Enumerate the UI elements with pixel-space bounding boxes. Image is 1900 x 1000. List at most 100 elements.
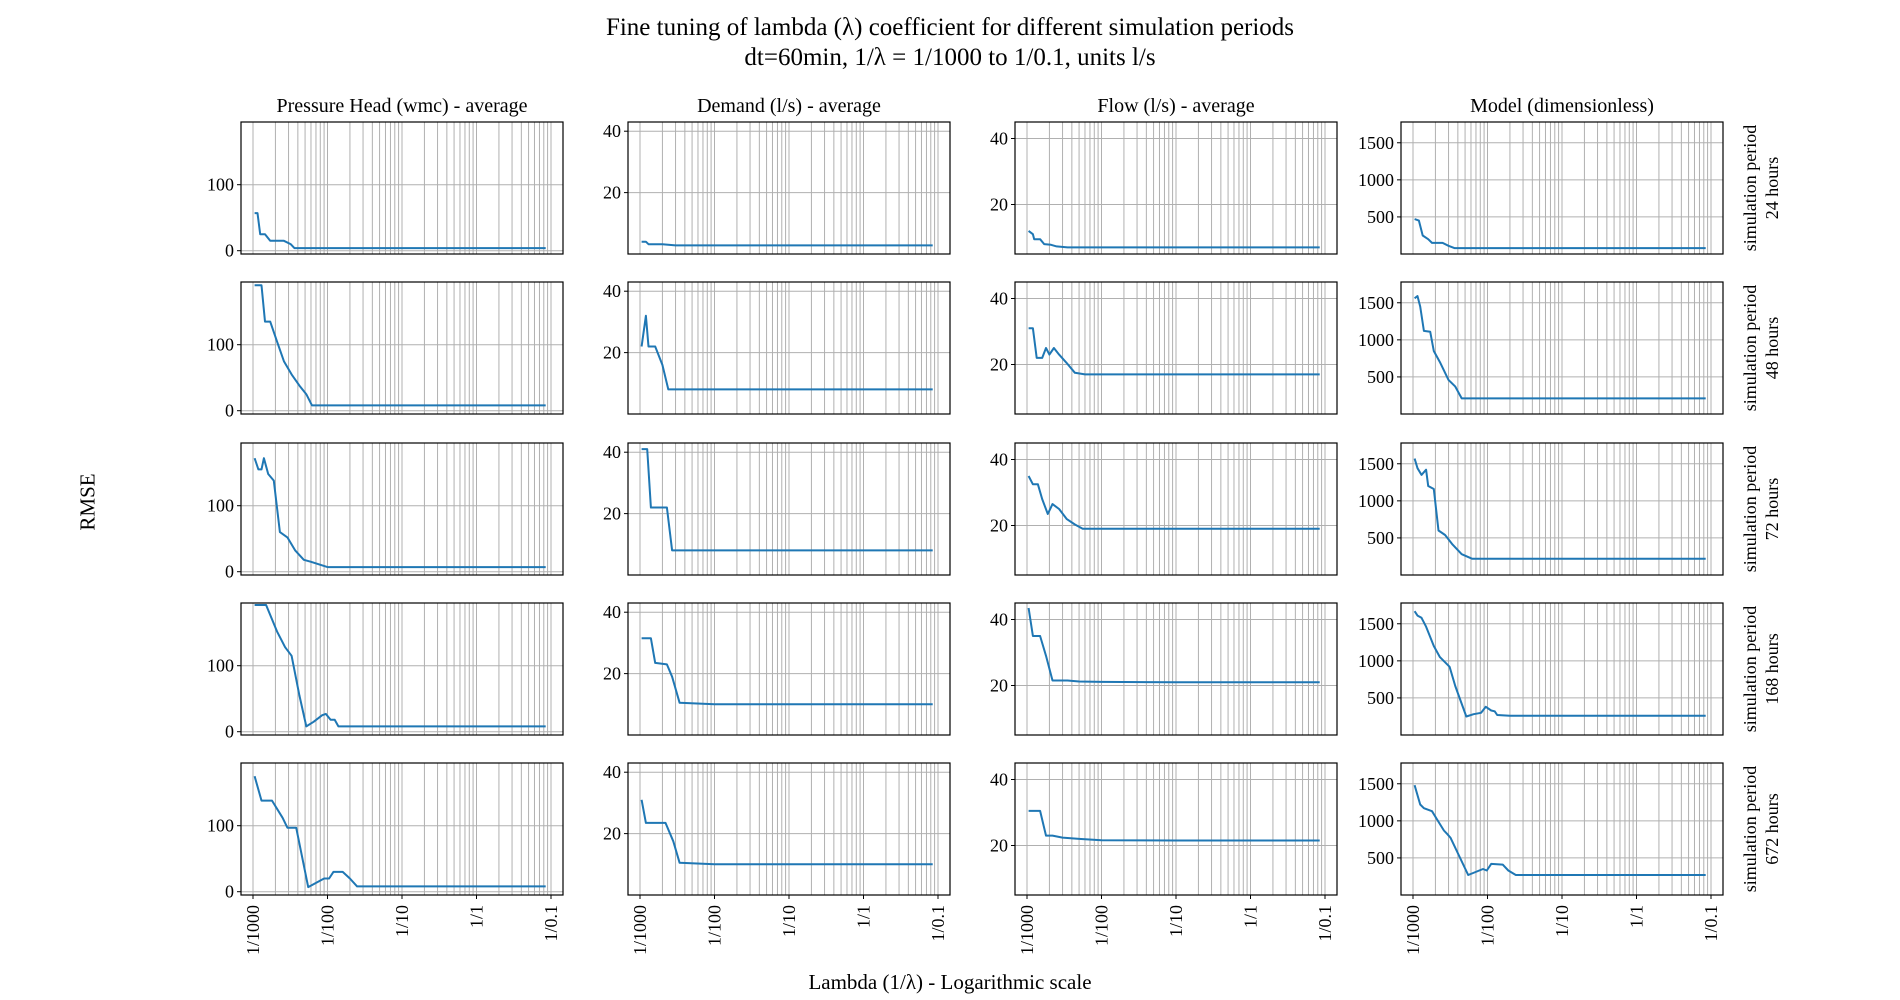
x-tick-label: 1/10 (779, 905, 799, 937)
y-tick-label: 20 (990, 195, 1008, 215)
series-line (1028, 327, 1320, 376)
series-line (1027, 230, 1320, 249)
x-tick-label: 1/100 (705, 905, 725, 946)
x-tick-label: 1/1000 (1403, 905, 1423, 955)
panel-r0-c3: 500 1000 1500 simulation period 24 hours (1358, 121, 1782, 255)
series-line (254, 284, 546, 407)
panel-r4-c2: 20 40 1/1000 1/100 1/10 1/1 1/0.1 (990, 762, 1338, 955)
panel-r2-c0: 0 100 (207, 442, 564, 582)
panel-frame (1400, 121, 1724, 255)
panel-frame (1400, 281, 1724, 415)
x-tick-label: 1/1 (1241, 905, 1261, 928)
y-tick-label: 500 (1367, 367, 1394, 387)
row-label-line1: simulation period (1740, 446, 1760, 572)
panel-r3-c0: 0 100 (207, 602, 564, 742)
x-tick-label: 1/10 (1552, 905, 1572, 937)
panel-frame (240, 442, 564, 576)
series-line (641, 240, 933, 247)
y-tick-label: 1000 (1358, 170, 1394, 190)
series-line (641, 448, 933, 552)
panel-r1-c3: 500 1000 1500 simulation period 48 hours (1358, 281, 1782, 415)
x-tick-label: 1/1 (1627, 905, 1647, 928)
panel-frame (627, 602, 951, 736)
series-line (1413, 458, 1706, 560)
series-line (640, 314, 933, 391)
series-line (1413, 610, 1706, 718)
y-tick-label: 1000 (1358, 651, 1394, 671)
panel-r1-c0: 0 100 (207, 281, 564, 421)
chart-title: Fine tuning of lambda (λ) coefficient fo… (605, 14, 1295, 41)
y-tick-label: 100 (207, 656, 234, 676)
series-line (254, 212, 546, 250)
y-tick-label: 20 (990, 676, 1008, 696)
series-line (1413, 784, 1706, 876)
series-line (1414, 218, 1706, 250)
panel-frame (1014, 602, 1338, 736)
y-tick-label: 1000 (1358, 330, 1394, 350)
panel-frame (1014, 442, 1338, 576)
y-tick-label: 40 (990, 770, 1008, 790)
y-tick-label: 0 (225, 562, 234, 582)
x-tick-label: 1/1000 (630, 905, 650, 955)
column-title-3: Model (dimensionless) (1470, 95, 1654, 117)
x-tick-label: 1/0.1 (1315, 905, 1335, 942)
x-tick-label: 1/100 (1092, 905, 1112, 946)
y-tick-label: 20 (990, 836, 1008, 856)
y-tick-label: 0 (225, 241, 234, 261)
chart-subtitle: dt=60min, 1/λ = 1/1000 to 1/0.1, units l… (744, 44, 1156, 71)
y-tick-label: 20 (603, 824, 621, 844)
x-tick-label: 1/1000 (1017, 905, 1037, 955)
y-tick-label: 500 (1367, 207, 1394, 227)
panel-frame (1014, 121, 1338, 255)
y-tick-label: 1500 (1358, 133, 1394, 153)
row-label-line2: 72 hours (1762, 478, 1782, 541)
x-tick-label: 1/1 (467, 905, 487, 928)
series-line (1413, 295, 1706, 400)
y-tick-label: 20 (603, 504, 621, 524)
x-tick-label: 1/0.1 (541, 905, 561, 942)
y-tick-label: 1500 (1358, 774, 1394, 794)
y-tick-label: 40 (603, 602, 621, 622)
y-tick-label: 0 (225, 401, 234, 421)
y-tick-label: 1500 (1358, 614, 1394, 634)
y-tick-label: 1500 (1358, 293, 1394, 313)
y-tick-label: 40 (603, 762, 621, 782)
y-tick-label: 500 (1367, 688, 1394, 708)
y-tick-label: 0 (225, 882, 234, 902)
y-tick-label: 20 (603, 183, 621, 203)
x-axis-label: Lambda (1/λ) - Logarithmic scale (808, 970, 1092, 994)
series-line (1027, 475, 1320, 530)
panel-frame (240, 602, 564, 736)
panel-frame (240, 121, 564, 255)
panel-frame (627, 281, 951, 415)
panel-frame (627, 121, 951, 255)
x-tick-label: 1/0.1 (928, 905, 948, 942)
y-tick-label: 100 (207, 175, 234, 195)
y-tick-label: 1500 (1358, 454, 1394, 474)
panel-r2-c3: 500 1000 1500 simulation period 72 hours (1358, 442, 1782, 576)
y-tick-label: 1000 (1358, 811, 1394, 831)
series-line (253, 457, 546, 569)
row-label-line2: 48 hours (1762, 317, 1782, 380)
x-tick-label: 1/10 (392, 905, 412, 937)
panel-r4-c1: 20 40 1/1000 1/100 1/10 1/1 1/0.1 (603, 762, 951, 955)
column-title-1: Demand (l/s) - average (697, 95, 881, 117)
panel-frame (1400, 602, 1724, 736)
panel-r3-c3: 500 1000 1500 simulation period 168 hours (1358, 602, 1782, 736)
panel-r0-c0: 0 100 (207, 121, 564, 261)
panel-r4-c3: 500 1000 1500 1/1000 1/100 1/10 1/1 1/0.1 simula… (1358, 762, 1782, 955)
y-tick-label: 40 (990, 289, 1008, 309)
y-tick-label: 40 (603, 121, 621, 141)
row-label-line2: 168 hours (1762, 633, 1782, 705)
x-tick-label: 1/100 (1478, 905, 1498, 946)
row-label-line2: 24 hours (1762, 157, 1782, 220)
panel-frame (1014, 281, 1338, 415)
panel-frame (240, 281, 564, 415)
y-tick-label: 500 (1367, 528, 1394, 548)
